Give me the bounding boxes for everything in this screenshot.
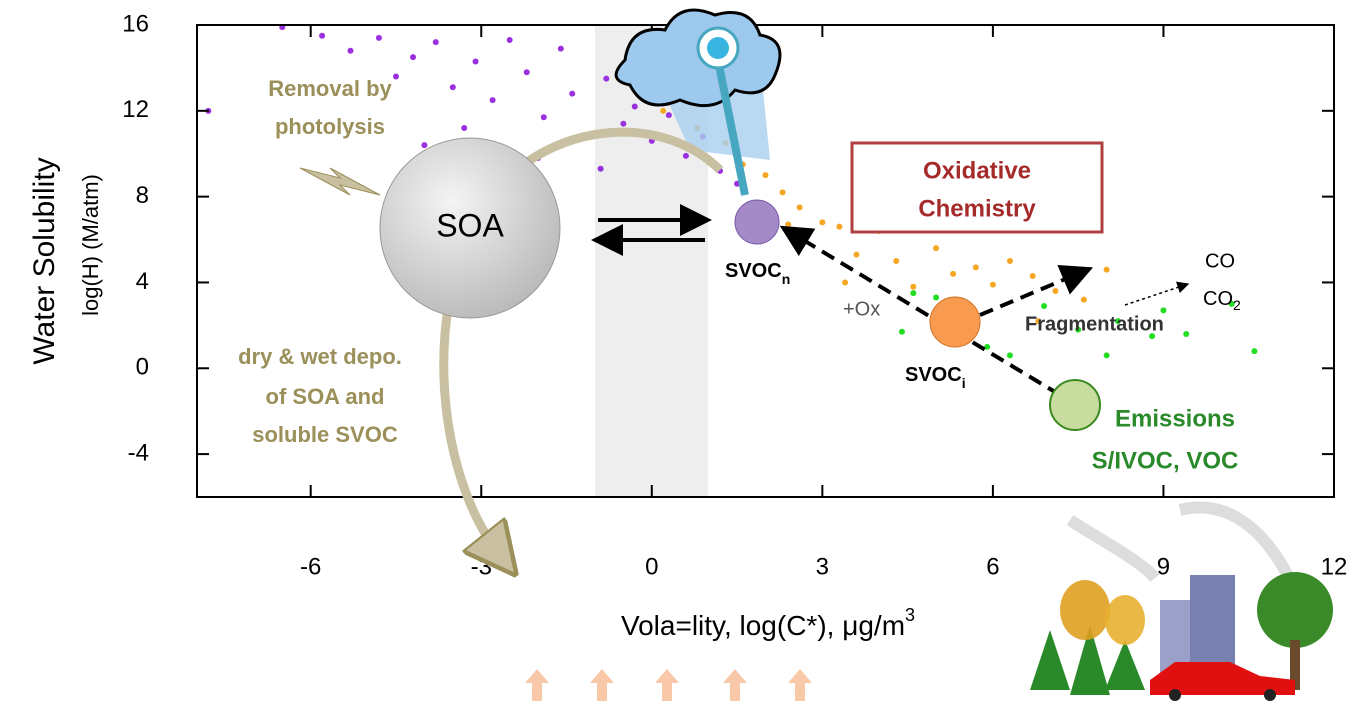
emissions-circle [1050, 380, 1100, 430]
y-tick-label: 4 [136, 268, 149, 295]
y-tick-label: 12 [122, 96, 149, 123]
annotation: Chemistry [918, 195, 1036, 222]
annotation: photolysis [275, 114, 385, 139]
point [1183, 331, 1189, 337]
point [797, 204, 803, 210]
source-arrow [1180, 508, 1290, 580]
annotation: SOA [436, 207, 504, 243]
point [1081, 297, 1087, 303]
point [433, 39, 439, 45]
svoc-i-circle [930, 297, 980, 347]
point [1030, 273, 1036, 279]
annotation: SVOCi [905, 364, 966, 390]
y-tick-label: -4 [128, 439, 149, 466]
point [899, 329, 905, 335]
point [950, 271, 956, 277]
point [910, 290, 916, 296]
point [393, 73, 399, 79]
annotation: Fragmentation [1025, 313, 1164, 335]
point [603, 76, 609, 82]
point [836, 224, 842, 230]
source-arrow [1070, 520, 1155, 578]
point [1104, 352, 1110, 358]
point [933, 294, 939, 300]
annotation: Removal by [268, 76, 392, 101]
point [598, 166, 604, 172]
x-tick-label: 3 [816, 553, 829, 580]
annotation: soluble SVOC [252, 422, 398, 447]
point [410, 54, 416, 60]
point [933, 245, 939, 251]
point [347, 48, 353, 54]
x-tick-label: 0 [645, 553, 658, 580]
point [569, 91, 575, 97]
point [319, 33, 325, 39]
point [660, 108, 666, 114]
x-tick-label: 12 [1321, 553, 1348, 580]
point [450, 84, 456, 90]
annotation: SVOCn [725, 260, 790, 286]
point [984, 344, 990, 350]
point [421, 142, 427, 148]
arrow [1125, 285, 1185, 305]
point [763, 172, 769, 178]
annotation: CO2 [1203, 288, 1241, 312]
annotation: Emissions [1115, 405, 1235, 432]
point [507, 37, 513, 43]
annotation: CO [1205, 250, 1235, 272]
point [632, 104, 638, 110]
point [853, 252, 859, 258]
point [780, 189, 786, 195]
x-tick-label: -3 [471, 553, 492, 580]
annotation: S/IVOC, VOC [1092, 447, 1239, 474]
point [376, 35, 382, 41]
point [1104, 267, 1110, 273]
point [620, 121, 626, 127]
point [666, 112, 672, 118]
point [785, 222, 791, 228]
point [524, 69, 530, 75]
point [819, 219, 825, 225]
bottom-arrows [525, 669, 812, 701]
y-axis-title: Water Solubility [28, 157, 61, 364]
lightning [300, 168, 380, 195]
annotation: +Ox [843, 298, 880, 320]
x-tick-label: 6 [986, 553, 999, 580]
emission-sources [1030, 572, 1333, 701]
point [893, 258, 899, 264]
y-tick-label: 8 [136, 182, 149, 209]
point [558, 46, 564, 52]
point [461, 125, 467, 131]
point [1007, 258, 1013, 264]
x-axis-title: Vola=lity, log(C*), μg/m3 [621, 605, 915, 642]
y-tick-label: 0 [136, 354, 149, 381]
point [973, 264, 979, 270]
point [910, 284, 916, 290]
x-tick-label: -6 [300, 553, 321, 580]
chart: -6 -3 0 3 6 9 12 -4 0 4 8 12 16 Removal by photolysi… [0, 0, 1350, 701]
point [1041, 303, 1047, 309]
point [541, 114, 547, 120]
y-tick-label: 16 [122, 10, 149, 37]
x-tick-label: 9 [1157, 553, 1170, 580]
point [683, 153, 689, 159]
annotation: Oxidative [923, 157, 1031, 184]
point [473, 58, 479, 64]
annotation: of SOA and [266, 384, 385, 409]
point [990, 282, 996, 288]
y-axis-subtitle: log(H) (M/atm) [78, 174, 103, 316]
point [1052, 288, 1058, 294]
point [1251, 348, 1257, 354]
point [490, 97, 496, 103]
point [1007, 352, 1013, 358]
annotation: dry & wet depo. [238, 344, 402, 369]
point [842, 279, 848, 285]
svoc-n-circle [735, 200, 779, 244]
